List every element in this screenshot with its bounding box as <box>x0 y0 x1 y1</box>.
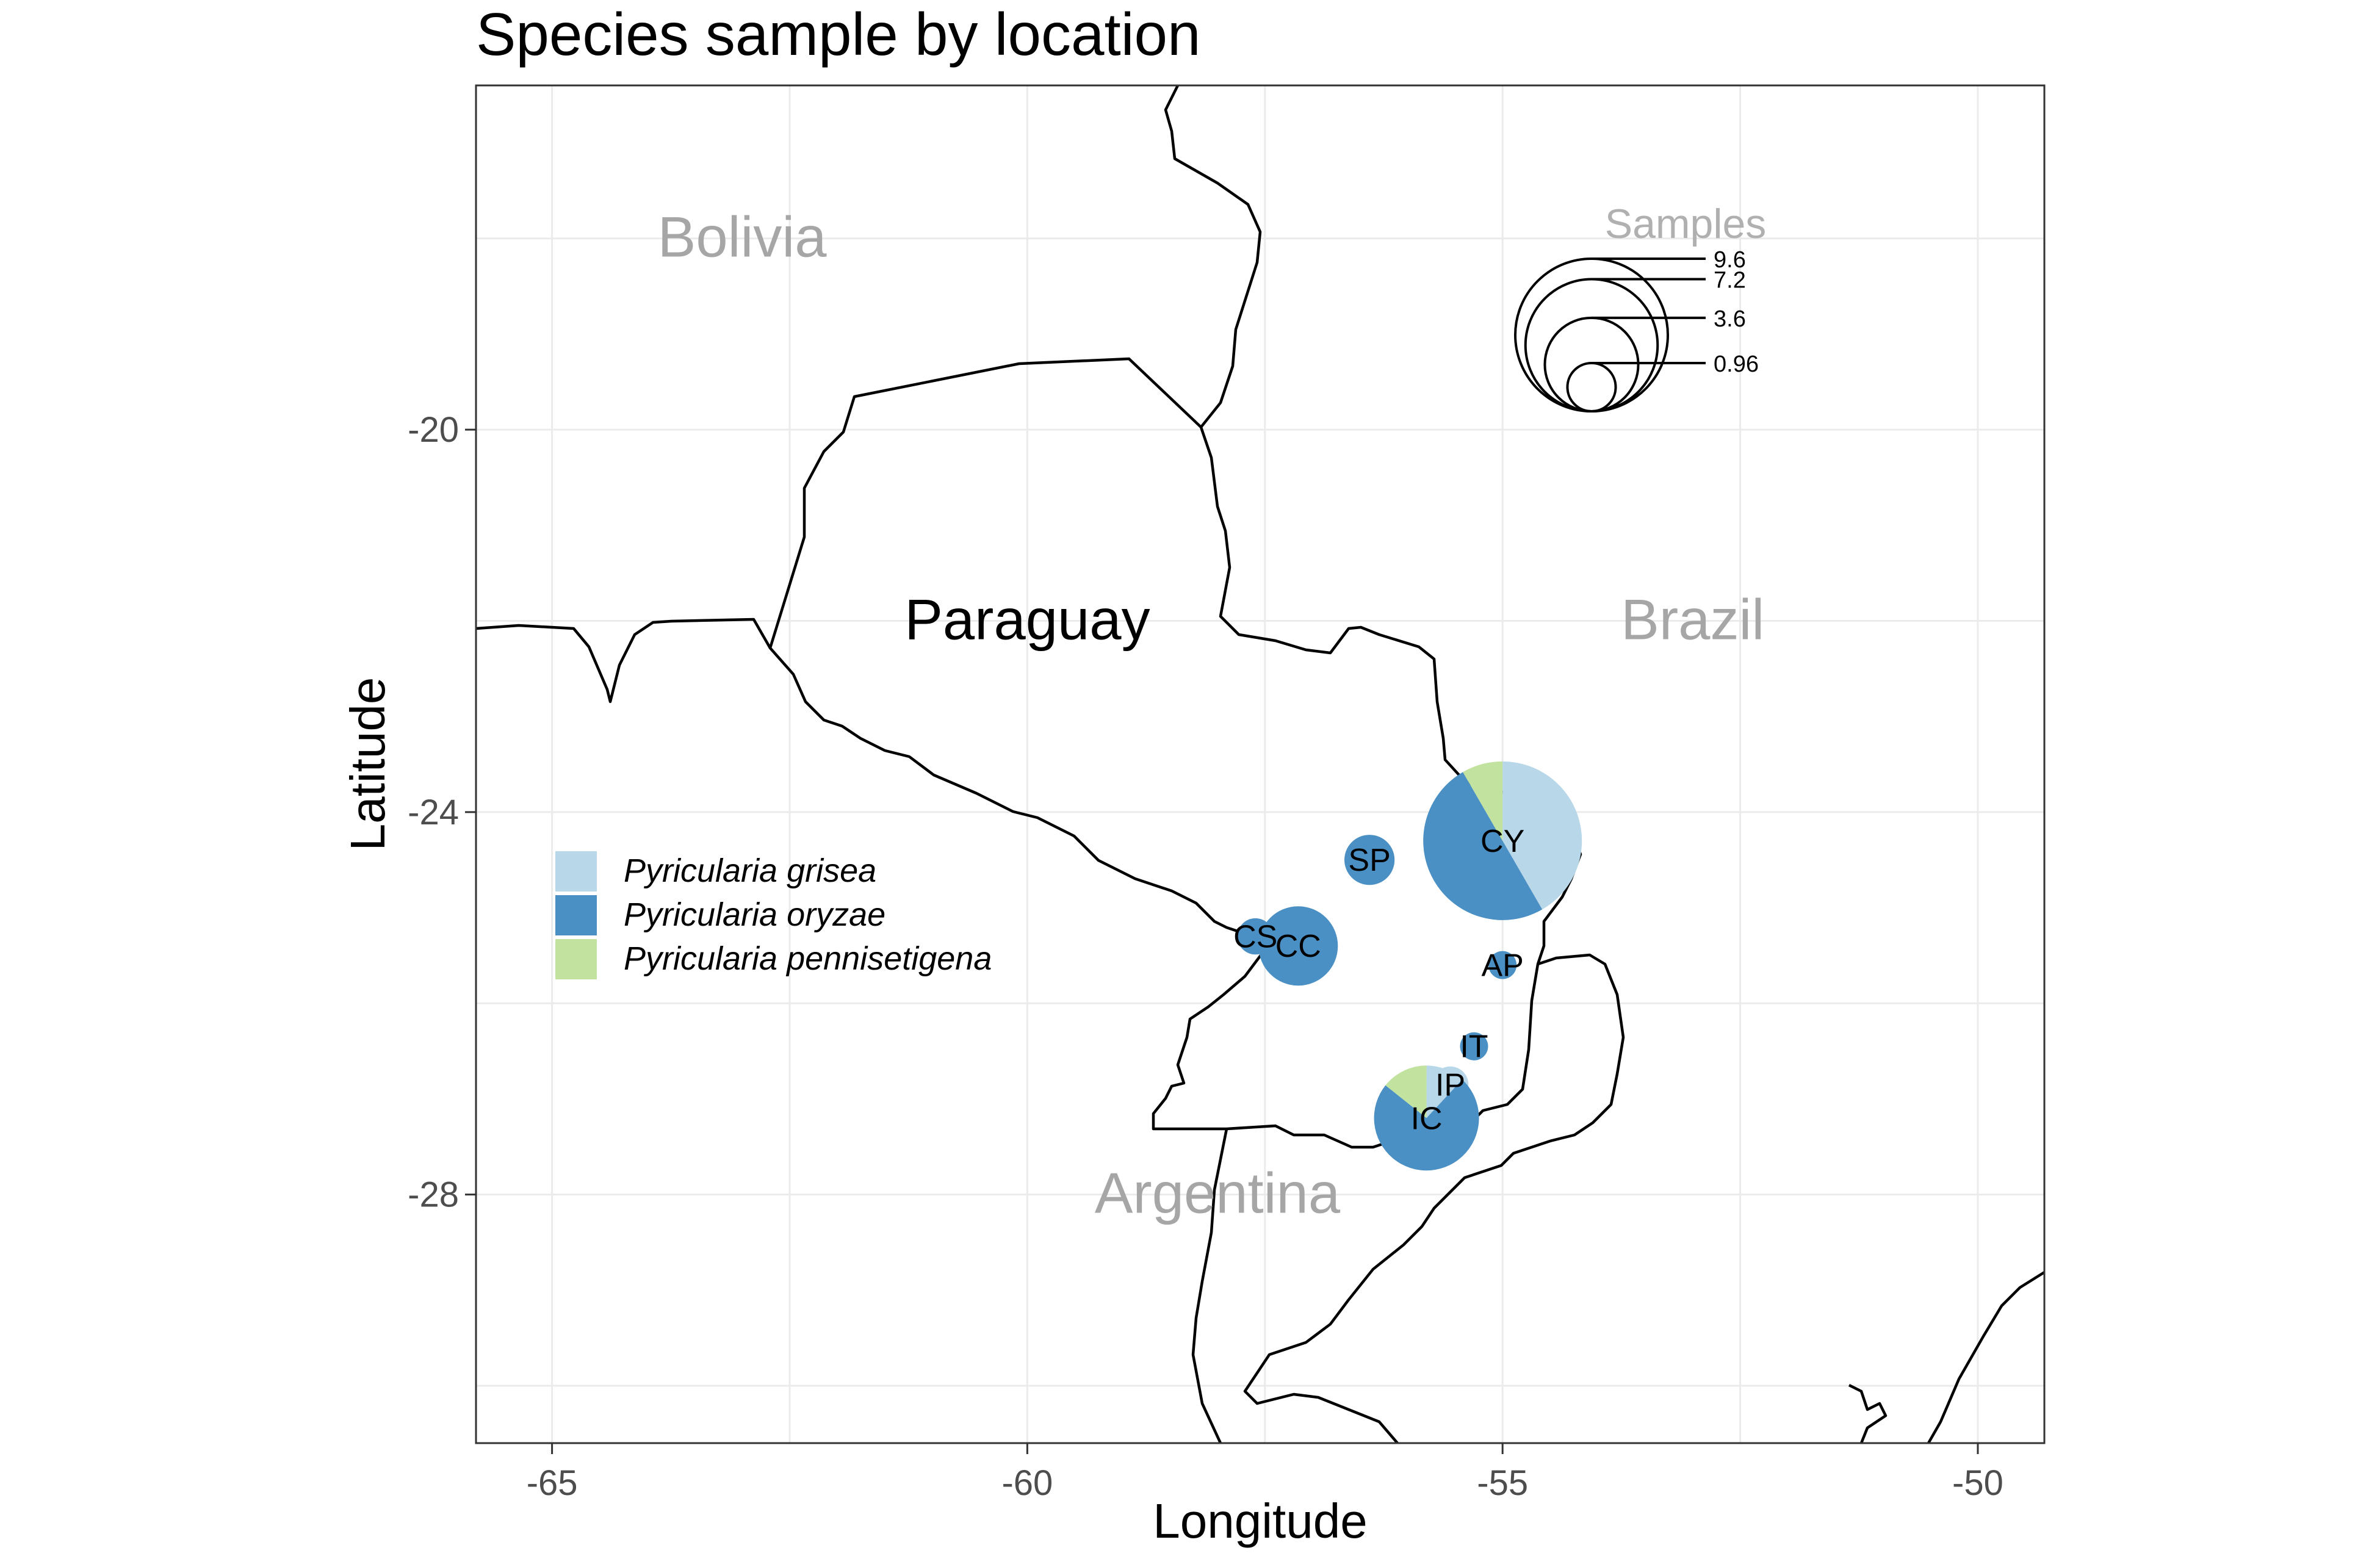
chart-title: Species sample by location <box>476 1 1201 68</box>
pie-slice-cc-1 <box>1258 906 1338 986</box>
brazil-coast <box>1927 1271 2044 1443</box>
argentina-brazil-border <box>1243 953 1625 1443</box>
legend-key-2 <box>555 939 597 979</box>
y-axis-title: Latitude <box>341 677 395 851</box>
x-tick-label: -50 <box>1952 1463 2003 1503</box>
brazil-bolivia-border <box>1164 85 1262 428</box>
legend-key-0 <box>555 851 597 891</box>
size-legend-label: 0.96 <box>1714 351 1759 377</box>
legend-label-1: Pyricularia oryzae <box>624 896 885 933</box>
site-label-ap: AP <box>1481 948 1523 984</box>
uruguay-border <box>1848 1383 1888 1443</box>
pie-slice-cy-2 <box>1463 761 1503 841</box>
size-legend: Samples 9.67.2 3.6 0.96 <box>1514 201 1767 413</box>
pie-slice-cy-1 <box>1423 772 1543 920</box>
pie-slice-it-1 <box>1460 1032 1488 1061</box>
site-pies <box>1237 761 1582 1171</box>
pie-slice-cy-0 <box>1502 761 1582 910</box>
size-legend-title: Samples <box>1605 201 1767 247</box>
pie-slice-ic-0 <box>1426 1065 1463 1118</box>
species-legend: Pyricularia grisea Pyricularia oryzae Pyri… <box>555 851 992 979</box>
y-tick-label: -28 <box>408 1175 459 1215</box>
site-label-it: IT <box>1460 1029 1488 1065</box>
x-tick-label: -65 <box>527 1463 578 1503</box>
panel-border <box>475 84 2046 1444</box>
size-legend-label: 7.2 <box>1714 267 1746 293</box>
legend-key-1 <box>555 895 597 935</box>
site-label-cy: CY <box>1480 824 1524 859</box>
country-label-brazil: Brazil <box>1621 587 1764 651</box>
x-tick-label: -60 <box>1001 1463 1053 1503</box>
y-tick-label: -24 <box>408 793 459 832</box>
site-label-ip: IP <box>1435 1067 1465 1103</box>
bolivia-argentina-border <box>476 618 771 704</box>
pie-slice-ic-1 <box>1374 1079 1479 1171</box>
x-axis: -65 -60 -55 -50 <box>527 1443 2003 1503</box>
plot-panel <box>476 85 2044 1443</box>
site-label-ic: IC <box>1411 1101 1443 1136</box>
site-label-cs: CS <box>1233 920 1277 955</box>
y-tick-label: -20 <box>408 410 459 450</box>
site-label-cc: CC <box>1275 929 1321 964</box>
size-legend-label: 9.6 <box>1714 247 1746 273</box>
country-label-paraguay: Paraguay <box>904 587 1150 651</box>
country-label-argentina: Argentina <box>1095 1161 1341 1225</box>
country-label-bolivia: Bolivia <box>658 205 828 269</box>
legend-label-0: Pyricularia grisea <box>624 852 876 889</box>
argentina-southwest-border <box>1191 1128 1228 1443</box>
x-tick-label: -55 <box>1477 1463 1528 1503</box>
y-axis: -20 -24 -28 <box>408 410 476 1215</box>
size-legend-label: 3.6 <box>1714 306 1746 332</box>
country-labels: Bolivia Paraguay Brazil Argentina <box>658 205 1765 1225</box>
legend-label-2: Pyricularia pennisetigena <box>624 940 992 977</box>
x-axis-title: Longitude <box>1153 1494 1367 1548</box>
pie-slice-sp-1 <box>1344 835 1395 885</box>
site-label-sp: SP <box>1348 843 1390 878</box>
pie-slice-ap-1 <box>1488 951 1517 979</box>
pie-slice-ic-2 <box>1385 1065 1427 1118</box>
